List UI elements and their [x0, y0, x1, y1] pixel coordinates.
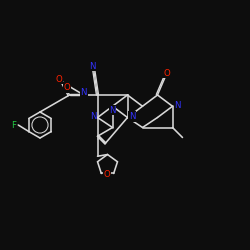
Text: O: O — [104, 170, 110, 179]
Text: O: O — [163, 68, 170, 78]
Text: N: N — [174, 101, 181, 110]
Text: N: N — [109, 106, 116, 115]
Text: N: N — [90, 112, 96, 121]
Text: F: F — [11, 120, 16, 130]
Text: N: N — [89, 62, 96, 71]
Text: N: N — [129, 112, 135, 121]
Text: O: O — [64, 83, 70, 92]
Text: O: O — [56, 75, 62, 84]
Text: N: N — [80, 88, 87, 97]
